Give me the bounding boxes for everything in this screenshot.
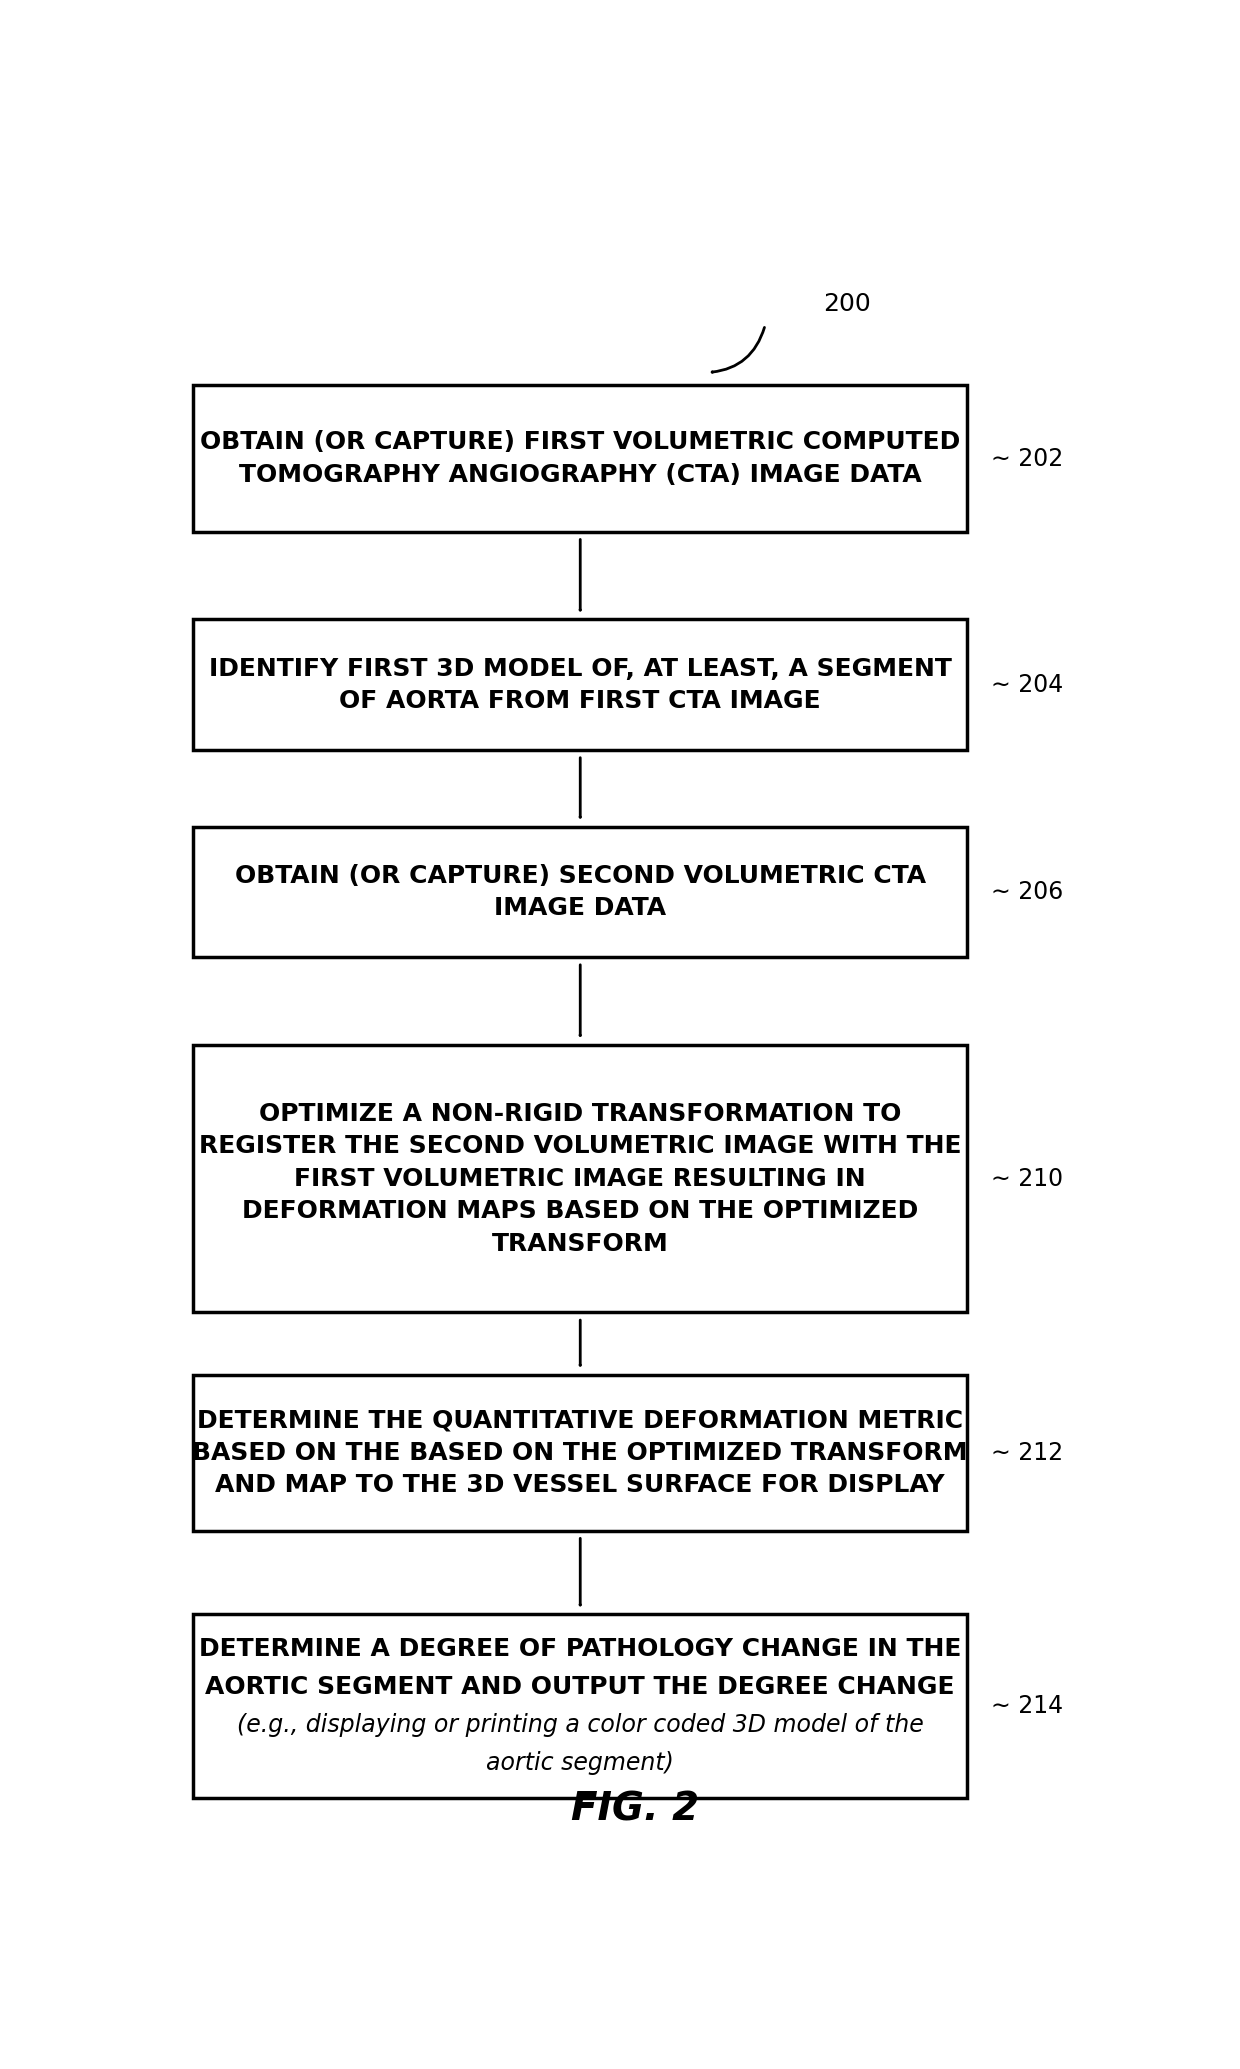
Text: FIG. 2: FIG. 2 (572, 1790, 699, 1829)
FancyBboxPatch shape (193, 1614, 967, 1798)
Text: ∼ 214: ∼ 214 (991, 1695, 1063, 1717)
Text: IDENTIFY FIRST 3D MODEL OF, AT LEAST, A SEGMENT
OF AORTA FROM FIRST CTA IMAGE: IDENTIFY FIRST 3D MODEL OF, AT LEAST, A … (208, 656, 951, 714)
FancyBboxPatch shape (193, 619, 967, 751)
Text: OPTIMIZE A NON-RIGID TRANSFORMATION TO
REGISTER THE SECOND VOLUMETRIC IMAGE WITH: OPTIMIZE A NON-RIGID TRANSFORMATION TO R… (198, 1101, 961, 1256)
FancyBboxPatch shape (193, 1374, 967, 1531)
FancyBboxPatch shape (193, 385, 967, 532)
FancyBboxPatch shape (193, 828, 967, 958)
Text: ∼ 212: ∼ 212 (991, 1440, 1063, 1465)
Text: AORTIC SEGMENT AND OUTPUT THE DEGREE CHANGE: AORTIC SEGMENT AND OUTPUT THE DEGREE CHA… (206, 1676, 955, 1699)
FancyBboxPatch shape (193, 1045, 967, 1312)
Text: ∼ 210: ∼ 210 (991, 1167, 1063, 1190)
Text: ∼ 202: ∼ 202 (991, 447, 1064, 470)
Text: OBTAIN (OR CAPTURE) FIRST VOLUMETRIC COMPUTED
TOMOGRAPHY ANGIOGRAPHY (CTA) IMAGE: OBTAIN (OR CAPTURE) FIRST VOLUMETRIC COM… (200, 430, 960, 486)
Text: ∼ 204: ∼ 204 (991, 672, 1064, 697)
Text: (e.g., displaying or printing a color coded 3D model of the: (e.g., displaying or printing a color co… (237, 1713, 924, 1738)
Text: DETERMINE A DEGREE OF PATHOLOGY CHANGE IN THE: DETERMINE A DEGREE OF PATHOLOGY CHANGE I… (200, 1637, 961, 1661)
Text: 200: 200 (823, 292, 870, 317)
Text: OBTAIN (OR CAPTURE) SECOND VOLUMETRIC CTA
IMAGE DATA: OBTAIN (OR CAPTURE) SECOND VOLUMETRIC CT… (234, 863, 926, 921)
Text: DETERMINE THE QUANTITATIVE DEFORMATION METRIC
BASED ON THE BASED ON THE OPTIMIZE: DETERMINE THE QUANTITATIVE DEFORMATION M… (192, 1409, 968, 1498)
Text: aortic segment): aortic segment) (486, 1750, 675, 1775)
Text: ∼ 206: ∼ 206 (991, 879, 1064, 904)
